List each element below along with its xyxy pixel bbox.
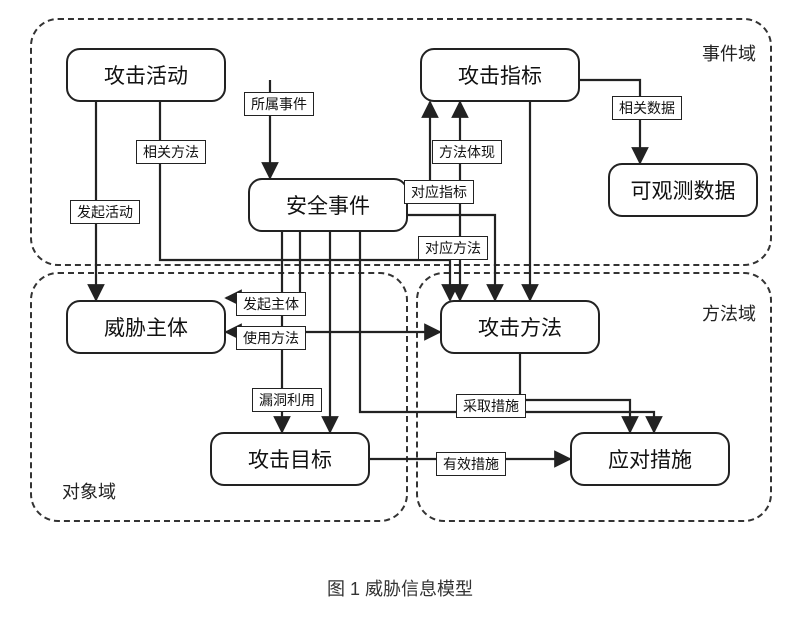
edge-label-used-method: 使用方法	[236, 326, 306, 350]
edge-label-init-actor: 发起主体	[236, 292, 306, 316]
edge-label-method-reflect: 方法体现	[432, 140, 502, 164]
node-security-event: 安全事件	[248, 178, 408, 232]
node-attack-method: 攻击方法	[440, 300, 600, 354]
edge-label-init-activity: 发起活动	[70, 200, 140, 224]
node-observable-data: 可观测数据	[608, 163, 758, 217]
domain-object-label: 对象域	[60, 478, 118, 504]
node-threat-actor: 威胁主体	[66, 300, 226, 354]
edge-label-effective: 有效措施	[436, 452, 506, 476]
edge-label-corr-method: 对应方法	[418, 236, 488, 260]
node-attack-indicator: 攻击指标	[420, 48, 580, 102]
domain-method-label: 方法域	[700, 300, 758, 326]
edge-label-related-method: 相关方法	[136, 140, 206, 164]
node-countermeasure: 应对措施	[570, 432, 730, 486]
domain-event-label: 事件域	[700, 40, 758, 66]
edge-label-related-data: 相关数据	[612, 96, 682, 120]
edge-label-take-action: 采取措施	[456, 394, 526, 418]
node-attack-activity: 攻击活动	[66, 48, 226, 102]
diagram-canvas: 事件域 对象域 方法域 攻击活动 攻击指标 安全事件 可观测数据 威胁主体 攻击…	[0, 0, 800, 620]
edge-label-corr-indicator: 对应指标	[404, 180, 474, 204]
edge-label-exploit: 漏洞利用	[252, 388, 322, 412]
node-attack-target: 攻击目标	[210, 432, 370, 486]
edge-label-belong-event: 所属事件	[244, 92, 314, 116]
figure-caption: 图 1 威胁信息模型	[0, 575, 800, 601]
